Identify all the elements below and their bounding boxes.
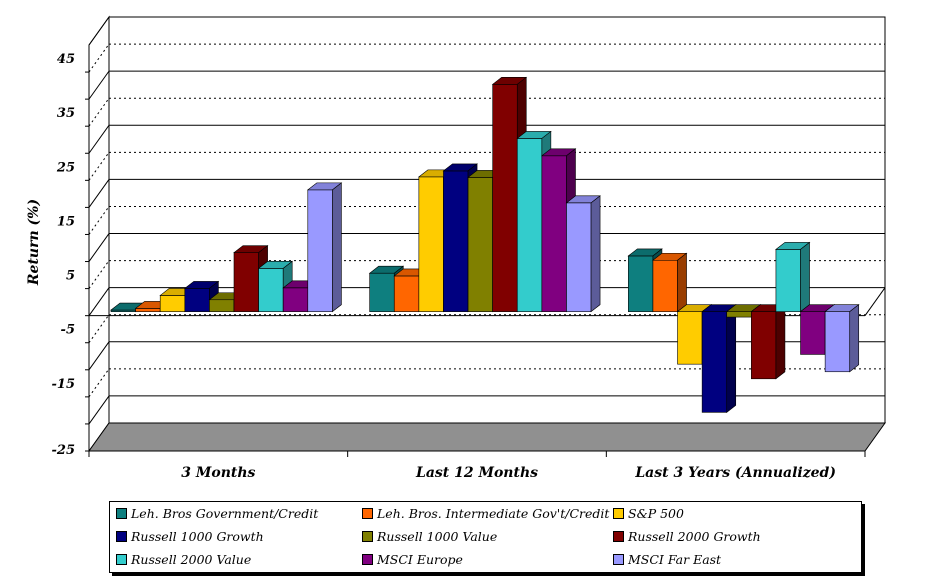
gridline-side <box>88 179 110 208</box>
y-tick-label: -5 <box>61 323 75 338</box>
bar <box>257 260 294 313</box>
legend-item: Leh. Bros Government/Credit <box>116 506 318 522</box>
legend-swatch <box>613 531 624 542</box>
legend: Leh. Bros Government/Credit Leh. Bros. In… <box>109 501 862 573</box>
gridline-side <box>88 341 110 371</box>
bar <box>565 195 601 313</box>
legend-swatch <box>613 508 624 519</box>
legend-label: MSCI Europe <box>377 552 463 567</box>
y-axis-label: Return (%) <box>26 199 42 286</box>
gridline-side <box>88 233 110 262</box>
gridline-side <box>88 97 110 127</box>
zero-axis-line-depth <box>864 287 886 316</box>
gridline-side <box>88 260 110 289</box>
bar <box>652 252 688 313</box>
legend-label: S&P 500 <box>628 506 684 521</box>
legend-swatch <box>116 508 127 519</box>
bars <box>110 76 860 413</box>
category-label: 3 Months <box>181 465 255 481</box>
legend-swatch <box>116 554 127 565</box>
gridline-side <box>88 368 110 398</box>
bar <box>306 182 343 313</box>
side-wall <box>88 15 110 453</box>
legend-item: Russell 1000 Value <box>362 529 497 545</box>
legend-label: MSCI Far East <box>628 552 722 567</box>
y-tick-label: -25 <box>52 443 76 458</box>
legend-label: Russell 2000 Value <box>131 552 252 567</box>
bar <box>491 76 528 313</box>
legend-swatch <box>362 531 373 542</box>
y-tick-label: 5 <box>66 269 75 284</box>
gridline-side <box>88 314 110 344</box>
legend-swatch <box>613 554 624 565</box>
legend-item: S&P 500 <box>613 506 684 522</box>
gridline-side <box>88 395 110 425</box>
legend-label: Russell 1000 Value <box>377 529 498 544</box>
y-tick-label: 35 <box>57 106 75 121</box>
legend-swatch <box>362 508 373 519</box>
category-label: Last 3 Years (Annualized) <box>634 465 836 481</box>
legend-item: MSCI Far East <box>613 552 721 568</box>
gridline-side <box>88 152 110 181</box>
legend-label: Russell 1000 Growth <box>131 529 264 544</box>
legend-item: Russell 2000 Growth <box>613 529 761 545</box>
gridline-side <box>88 16 110 46</box>
legend-item: Leh. Bros. Intermediate Gov't/Credit <box>362 506 609 522</box>
y-tick-label: 45 <box>57 52 75 67</box>
category-labels: 3 Months Last 12 Months Last 3 Years (Annu… <box>181 465 836 481</box>
legend-item: Russell 2000 Value <box>116 552 251 568</box>
bar <box>824 304 860 373</box>
legend-swatch <box>116 531 127 542</box>
bar <box>750 304 786 380</box>
legend-item: Russell 1000 Growth <box>116 529 264 545</box>
gridline-side <box>88 206 110 235</box>
floor <box>88 422 886 452</box>
bar <box>775 241 811 313</box>
legend-label: Leh. Bros. Intermediate Gov't/Credit <box>377 506 610 521</box>
y-tick-label: 15 <box>57 214 75 229</box>
legend-label: Leh. Bros Government/Credit <box>131 506 319 521</box>
gridline-side <box>88 43 110 73</box>
y-tick-label: -15 <box>52 377 76 392</box>
category-label: Last 12 Months <box>415 465 538 481</box>
legend-label: Russell 2000 Growth <box>628 529 761 544</box>
legend-item: MSCI Europe <box>362 552 463 568</box>
gridline-side <box>88 287 110 316</box>
legend-swatch <box>362 554 373 565</box>
gridline-side <box>88 124 110 154</box>
y-tick-label: 25 <box>56 160 75 175</box>
y-tick-labels: 45 35 25 15 5 -5 -15 -25 <box>52 52 76 458</box>
gridline-side <box>88 70 110 100</box>
bar <box>701 304 737 413</box>
